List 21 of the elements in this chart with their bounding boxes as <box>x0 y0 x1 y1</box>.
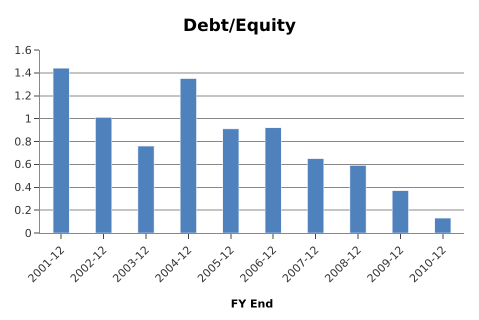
y-tick-label: 0.2 <box>14 204 32 217</box>
bar <box>392 190 409 233</box>
bar <box>95 117 112 233</box>
y-tick-label: 1 <box>24 112 32 126</box>
bar <box>138 146 154 233</box>
y-tick-label: 1.2 <box>14 90 32 103</box>
y-tick-label: 1.6 <box>14 44 32 57</box>
bar <box>264 128 282 233</box>
bar <box>307 158 324 233</box>
bar <box>434 218 452 233</box>
x-axis-title: FY End <box>230 297 274 310</box>
y-tick-label: 0.6 <box>14 158 32 172</box>
y-tick-label: 0.8 <box>14 135 32 148</box>
bar <box>222 128 240 233</box>
bar <box>180 78 197 233</box>
chart-title: Debt/Equity <box>182 16 296 36</box>
y-tick-label: 1.4 <box>14 66 32 80</box>
bar <box>52 68 70 233</box>
y-tick-label: 0 <box>24 226 32 240</box>
bar <box>350 165 366 233</box>
y-tick-label: 0.4 <box>14 181 32 194</box>
